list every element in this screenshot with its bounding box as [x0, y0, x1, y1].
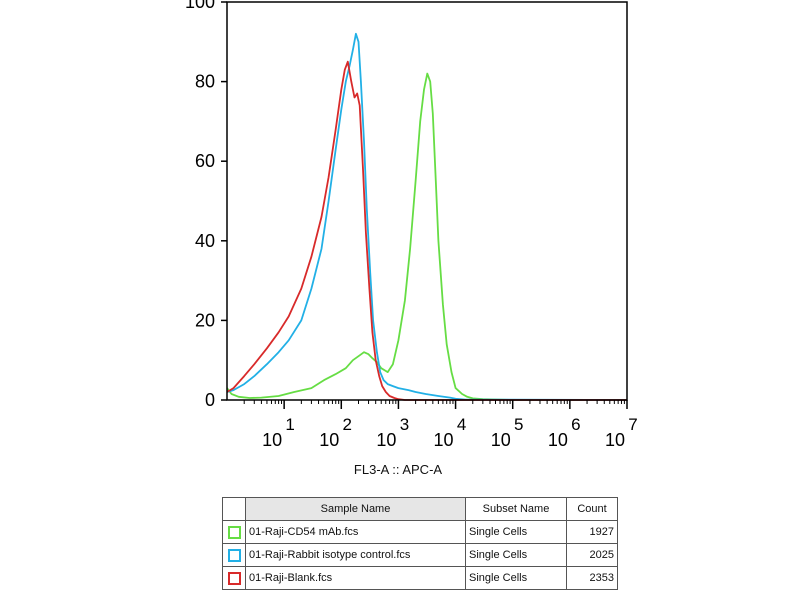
x-tick-label: 10	[491, 430, 511, 450]
legend-header-swatch	[222, 497, 246, 521]
x-tick-exponent: 6	[571, 415, 580, 434]
legend-sample-name: 01-Raji-Blank.fcs	[245, 566, 466, 590]
legend-subset-name: Single Cells	[465, 543, 567, 567]
legend-row: 01-Raji-Blank.fcs Single Cells 2353	[222, 566, 618, 590]
x-tick-label: 10	[376, 430, 396, 450]
legend-sample-name: 01-Raji-Rabbit isotype control.fcs	[245, 543, 466, 567]
series-line-0	[226, 72, 627, 401]
legend-subset-name: Single Cells	[465, 520, 567, 544]
legend-row: 01-Raji-Rabbit isotype control.fcs Singl…	[222, 543, 618, 567]
series-layer	[226, 32, 628, 401]
y-tick-label: 100	[185, 0, 215, 12]
y-tick-label: 20	[195, 310, 215, 330]
x-tick-label: 10	[319, 430, 339, 450]
x-tick-label: 10	[262, 430, 282, 450]
legend-header-row: Sample Name Subset Name Count	[222, 497, 618, 521]
legend-header-sample-name: Sample Name	[245, 497, 466, 521]
sample-legend-table: Sample Name Subset Name Count 01-Raji-CD…	[222, 497, 618, 590]
x-tick-exponent: 2	[343, 415, 352, 434]
y-tick-label: 0	[205, 390, 215, 410]
x-tick-exponent: 1	[285, 415, 294, 434]
legend-count: 1927	[566, 520, 618, 544]
legend-swatch-blue	[227, 548, 241, 562]
y-tick-label: 40	[195, 231, 215, 251]
legend-count: 2353	[566, 566, 618, 590]
x-axis-title: FL3-A :: APC-A	[354, 462, 442, 477]
y-tick-label: 80	[195, 72, 215, 92]
plot-frame	[226, 1, 628, 401]
y-axis: 0 20 40 60 80 100	[185, 0, 227, 410]
legend-swatch-red	[227, 571, 241, 585]
x-tick-exponent: 4	[457, 415, 466, 434]
legend-swatch-green	[227, 525, 241, 539]
legend-row: 01-Raji-CD54 mAb.fcs Single Cells 1927	[222, 520, 618, 544]
legend-header-subset-name: Subset Name	[465, 497, 567, 521]
legend-subset-name: Single Cells	[465, 566, 567, 590]
x-tick-exponent: 5	[514, 415, 523, 434]
legend-swatch-cell	[222, 543, 246, 567]
x-tick-label: 10	[434, 430, 454, 450]
legend-swatch-cell	[222, 520, 246, 544]
series-line-2	[226, 60, 627, 401]
y-tick-label: 60	[195, 151, 215, 171]
legend-sample-name: 01-Raji-CD54 mAb.fcs	[245, 520, 466, 544]
x-tick-exponent: 3	[400, 415, 409, 434]
x-tick-exponent: 7	[628, 415, 637, 434]
legend-swatch-cell	[222, 566, 246, 590]
x-tick-label: 10	[548, 430, 568, 450]
legend-count: 2025	[566, 543, 618, 567]
legend-header-count: Count	[566, 497, 618, 521]
x-tick-label: 10	[605, 430, 625, 450]
series-line-1	[226, 32, 628, 401]
